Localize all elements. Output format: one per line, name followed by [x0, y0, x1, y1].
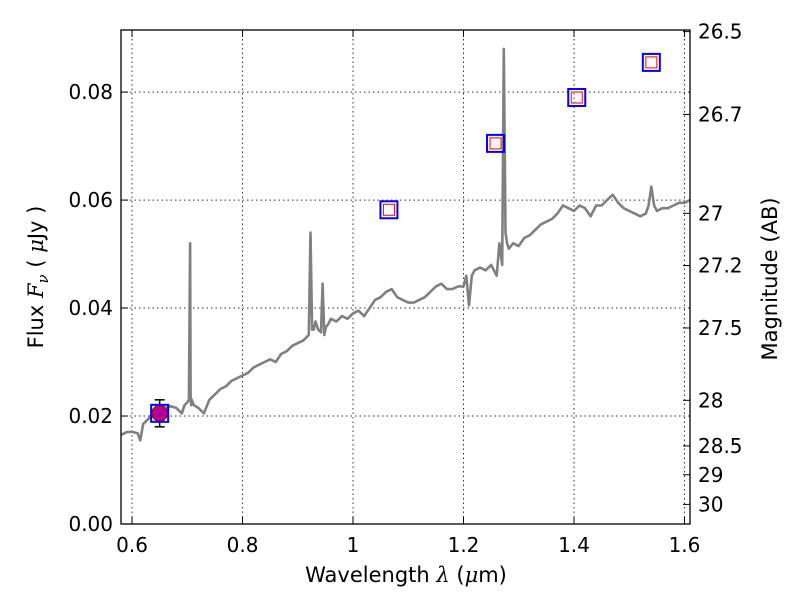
photometry-box-inner — [489, 137, 502, 150]
photometry-box-outer — [150, 403, 170, 423]
photometry-box-outer — [641, 52, 661, 72]
y-tick-label: 0.08 — [68, 80, 113, 104]
photometry-box-inner — [382, 203, 395, 216]
x-tick-label: 1.6 — [669, 533, 701, 557]
y-tick-label: 0.06 — [68, 188, 113, 212]
y-tick-label: 0.00 — [68, 512, 113, 536]
photometry-box-outer — [379, 200, 399, 220]
y2-tick-label: 28.5 — [698, 434, 743, 458]
photometry-box-inner — [153, 407, 166, 420]
y2-tick-label: 28 — [698, 388, 723, 412]
x-tick-label: 0.8 — [227, 533, 259, 557]
photometry-points — [150, 52, 661, 428]
spectrum-line — [121, 47, 690, 442]
photometry-box-inner — [645, 56, 658, 69]
y2-tick-label: 26.5 — [698, 20, 743, 44]
x-tick-label: 1.2 — [448, 533, 480, 557]
x-tick-label: 0.6 — [116, 533, 148, 557]
y2-tick-label: 27.2 — [698, 254, 743, 278]
photometry-box-inner — [570, 91, 583, 104]
x-tick-label: 1 — [347, 533, 360, 557]
spectrum-series — [121, 47, 690, 442]
x-axis-title: Wavelength λ (μm) — [305, 563, 507, 587]
axes: 0.6 0.8 1 1.2 1.4 1.6 0.00 0.02 0.04 0.06 0.08 26.5… — [68, 20, 742, 557]
plot-frame — [120, 29, 691, 525]
y-axis-title: Flux Fν ( μJy ) — [24, 206, 52, 349]
y2-tick-label: 30 — [698, 492, 723, 516]
y2-tick-label: 27.5 — [698, 316, 743, 340]
right-axis-title: Magnitude (AB) — [758, 197, 782, 360]
grid-lines — [121, 30, 690, 525]
x-tick-label: 1.4 — [558, 533, 590, 557]
y2-tick-label: 29 — [698, 463, 723, 487]
photometry-box-outer — [486, 133, 506, 153]
y2-tick-label: 26.7 — [698, 102, 743, 126]
y2-tick-label: 27 — [698, 201, 723, 225]
y-tick-label: 0.04 — [68, 296, 113, 320]
y-tick-label: 0.02 — [68, 404, 113, 428]
photometry-box-outer — [567, 87, 587, 107]
